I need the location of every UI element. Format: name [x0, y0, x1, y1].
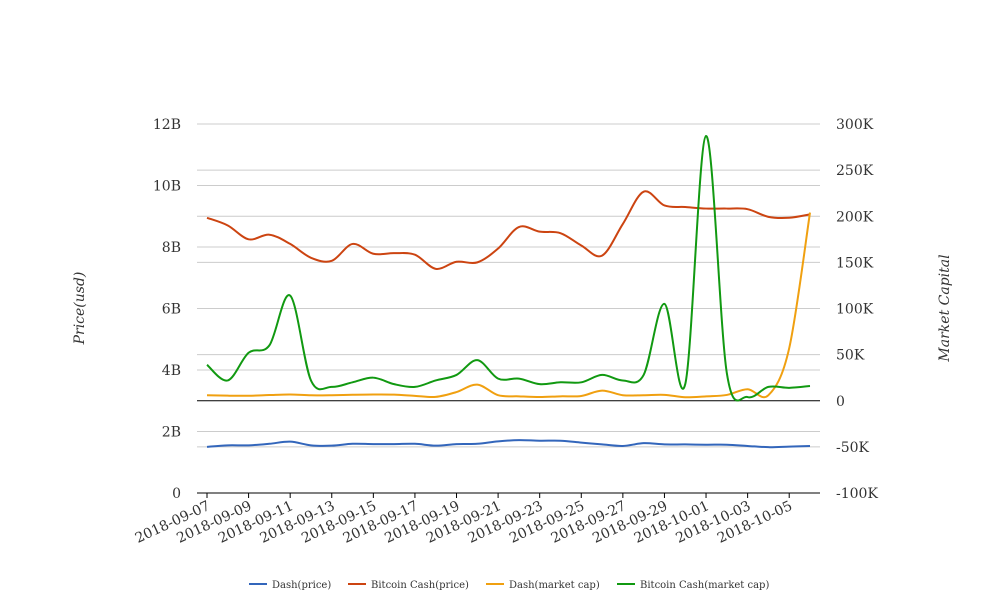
right-tick-label: -100K — [836, 486, 878, 502]
series-line-dash-price — [206, 439, 811, 449]
left-tick-label: 4B — [162, 363, 181, 379]
right-tick-label: 250K — [836, 163, 874, 179]
series-lines — [206, 134, 811, 449]
left-axis-ticks: 0 2B 4B 6B 8B 10B 12B — [153, 117, 181, 502]
right-tick-label: 150K — [836, 255, 874, 271]
legend-label: Bitcoin Cash(price) — [371, 580, 469, 591]
left-tick-label: 6B — [162, 302, 181, 318]
x-axis-ticks: 2018-09-072018-09-092018-09-112018-09-13… — [133, 493, 795, 547]
legend-label: Dash(market cap) — [509, 580, 600, 591]
left-tick-label: 0 — [172, 486, 181, 502]
right-tick-label: 50K — [836, 348, 865, 364]
legend-label: Bitcoin Cash(market cap) — [640, 580, 769, 591]
left-tick-label: 2B — [162, 425, 181, 441]
series-line-bitcoin-cash-price — [206, 190, 811, 270]
legend-item: Dash(market cap) — [486, 580, 600, 591]
left-tick-label: 10B — [153, 179, 181, 195]
right-axis-ticks: -100K -50K 0 50K 100K 150K 200K 250K 300K — [836, 117, 878, 502]
series-line-dash-market-cap — [206, 212, 811, 399]
legend-item: Dash(price) — [249, 580, 331, 591]
left-tick-label: 12B — [153, 117, 181, 133]
left-tick-label: 8B — [162, 240, 181, 256]
left-axis-title: Price(usd) — [72, 272, 88, 346]
right-tick-label: -50K — [836, 440, 870, 456]
right-axis-title: Market Capital — [937, 254, 953, 362]
legend: Dash(price) Bitcoin Cash(price) Dash(marke… — [249, 580, 769, 591]
legend-label: Dash(price) — [272, 580, 331, 591]
grid-lines — [197, 123, 820, 448]
legend-item: Bitcoin Cash(market cap) — [617, 580, 769, 591]
right-tick-label: 0 — [836, 394, 845, 410]
right-tick-label: 300K — [836, 117, 874, 133]
right-tick-label: 200K — [836, 209, 874, 225]
legend-item: Bitcoin Cash(price) — [348, 580, 469, 591]
right-tick-label: 100K — [836, 302, 874, 318]
series-line-bitcoin-cash-market-cap — [206, 134, 811, 402]
